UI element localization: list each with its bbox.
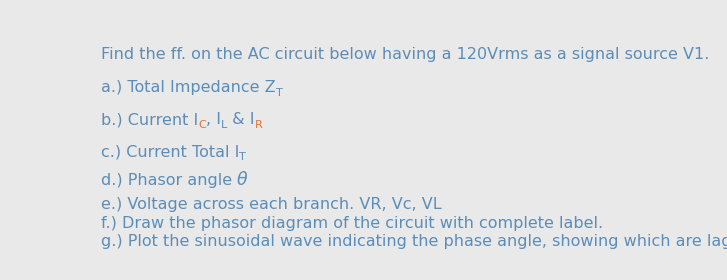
Text: & I: & I bbox=[227, 112, 254, 127]
Text: g.) Plot the sinusoidal wave indicating the phase angle, showing which are laggi: g.) Plot the sinusoidal wave indicating … bbox=[101, 234, 727, 249]
Text: Find the ff. on the AC circuit below having a 120Vrms as a signal source V1.: Find the ff. on the AC circuit below hav… bbox=[101, 48, 710, 62]
Text: d.) Phasor angle: d.) Phasor angle bbox=[101, 172, 237, 188]
Text: C: C bbox=[198, 120, 206, 130]
Text: R: R bbox=[254, 120, 262, 130]
Text: e.) Voltage across each branch. VR, Vc, VL: e.) Voltage across each branch. VR, Vc, … bbox=[101, 197, 441, 212]
Text: L: L bbox=[221, 120, 227, 130]
Text: c.) Current Total I: c.) Current Total I bbox=[101, 144, 239, 160]
Text: T: T bbox=[276, 88, 282, 98]
Text: θ: θ bbox=[237, 171, 248, 188]
Text: a.) Total Impedance Z: a.) Total Impedance Z bbox=[101, 80, 276, 95]
Text: , I: , I bbox=[206, 112, 221, 127]
Text: f.) Draw the phasor diagram of the circuit with complete label.: f.) Draw the phasor diagram of the circu… bbox=[101, 216, 603, 231]
Text: T: T bbox=[239, 153, 246, 162]
Text: b.) Current I: b.) Current I bbox=[101, 112, 198, 127]
